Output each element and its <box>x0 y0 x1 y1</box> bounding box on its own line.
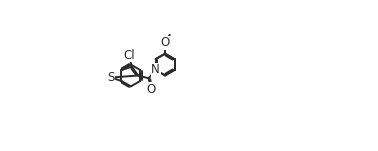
Text: Cl: Cl <box>123 49 135 62</box>
Text: N: N <box>151 63 160 77</box>
Text: O: O <box>146 82 155 96</box>
Text: O: O <box>160 36 170 49</box>
Text: S: S <box>107 71 115 84</box>
